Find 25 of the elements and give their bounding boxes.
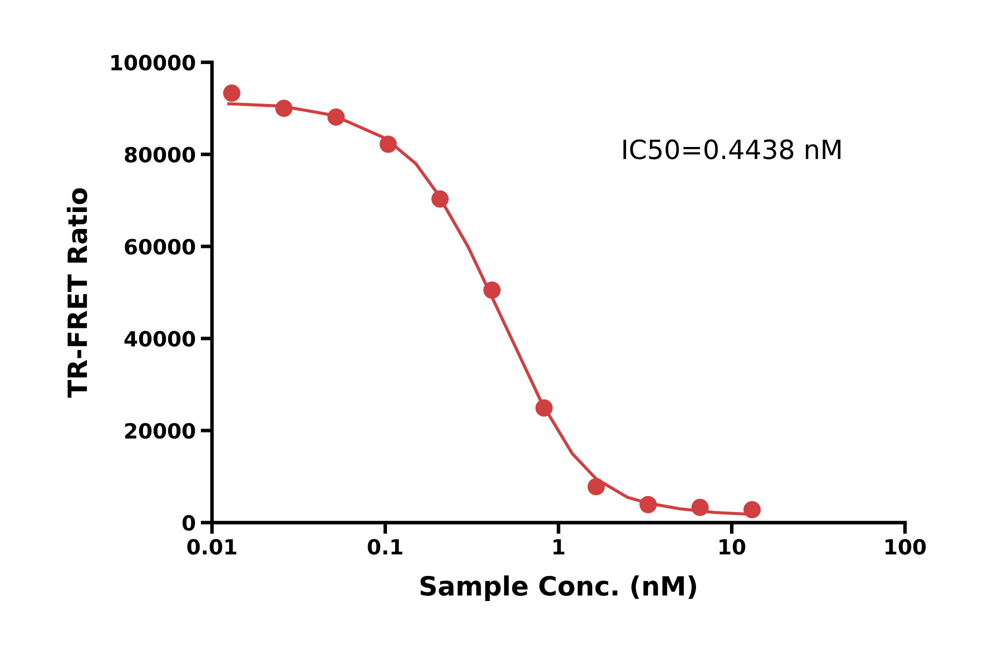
x-axis-title: Sample Conc. (nM) <box>420 575 696 601</box>
annotation: IC50=0.4438 nM <box>623 139 840 160</box>
y-tick-label: 40000 <box>124 330 196 347</box>
x-tick-label: 0.1 <box>368 538 402 555</box>
x-tick-label: 1 <box>554 539 564 554</box>
point <box>483 282 501 299</box>
point <box>743 501 761 518</box>
y-tick-label: 20000 <box>125 422 196 439</box>
y-tick-label: 100000 <box>111 54 196 71</box>
point <box>327 108 345 126</box>
y-tick-label: 80000 <box>124 146 196 163</box>
point <box>535 399 553 417</box>
point <box>275 100 293 117</box>
x-tick-label: 10 <box>720 538 746 555</box>
point <box>639 496 657 514</box>
y-axis-title: TR-FRET Ratio <box>66 188 88 398</box>
point <box>380 136 397 153</box>
point <box>588 478 605 496</box>
y-tick-label: 60000 <box>124 238 196 255</box>
point <box>223 84 240 102</box>
x-tick-label: 0.01 <box>187 538 236 555</box>
y-tick-label: 0 <box>182 515 196 531</box>
x-tick-label: 100 <box>886 538 926 555</box>
point <box>691 498 709 516</box>
point <box>431 190 449 208</box>
